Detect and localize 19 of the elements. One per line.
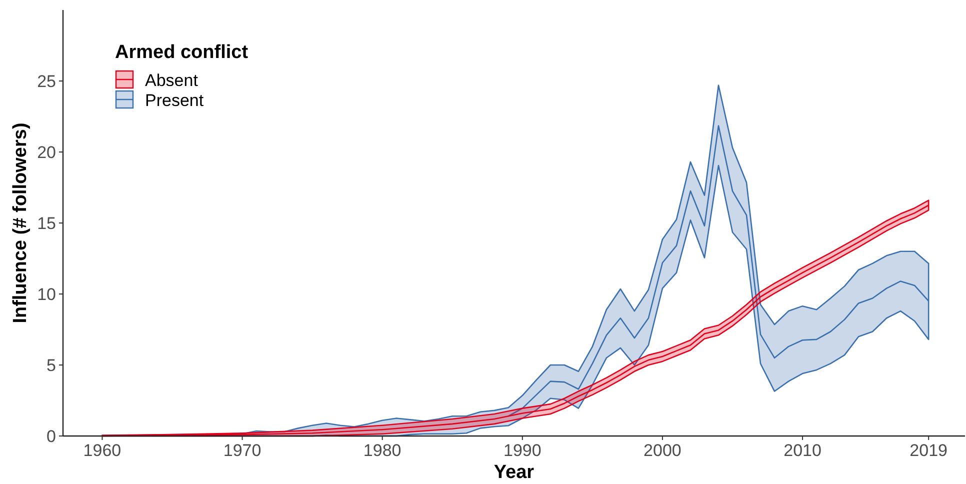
y-tick-label: 25 <box>37 72 56 91</box>
legend-label: Absent <box>145 71 198 90</box>
x-tick-label: 1960 <box>83 441 122 460</box>
y-tick-label: 15 <box>37 214 56 233</box>
y-tick-label: 20 <box>37 142 56 162</box>
legend-title: Armed conflict <box>115 42 249 63</box>
x-axis-title: Year <box>494 462 535 483</box>
x-tick-label: 2010 <box>784 441 822 460</box>
x-tick-label: 2000 <box>644 441 682 460</box>
y-tick-label: 5 <box>46 356 56 375</box>
line-series <box>508 125 930 417</box>
x-tick-label: 2019 <box>910 441 948 460</box>
legend-label: Present <box>145 91 204 110</box>
x-tick-label: 1980 <box>363 441 402 460</box>
y-tick-label: 0 <box>46 426 56 446</box>
x-tick-label: 1990 <box>503 441 542 460</box>
y-axis-title: Influence (# followers) <box>10 122 31 324</box>
y-tick-label: 10 <box>37 284 56 304</box>
x-tick-label: 1970 <box>223 441 262 460</box>
